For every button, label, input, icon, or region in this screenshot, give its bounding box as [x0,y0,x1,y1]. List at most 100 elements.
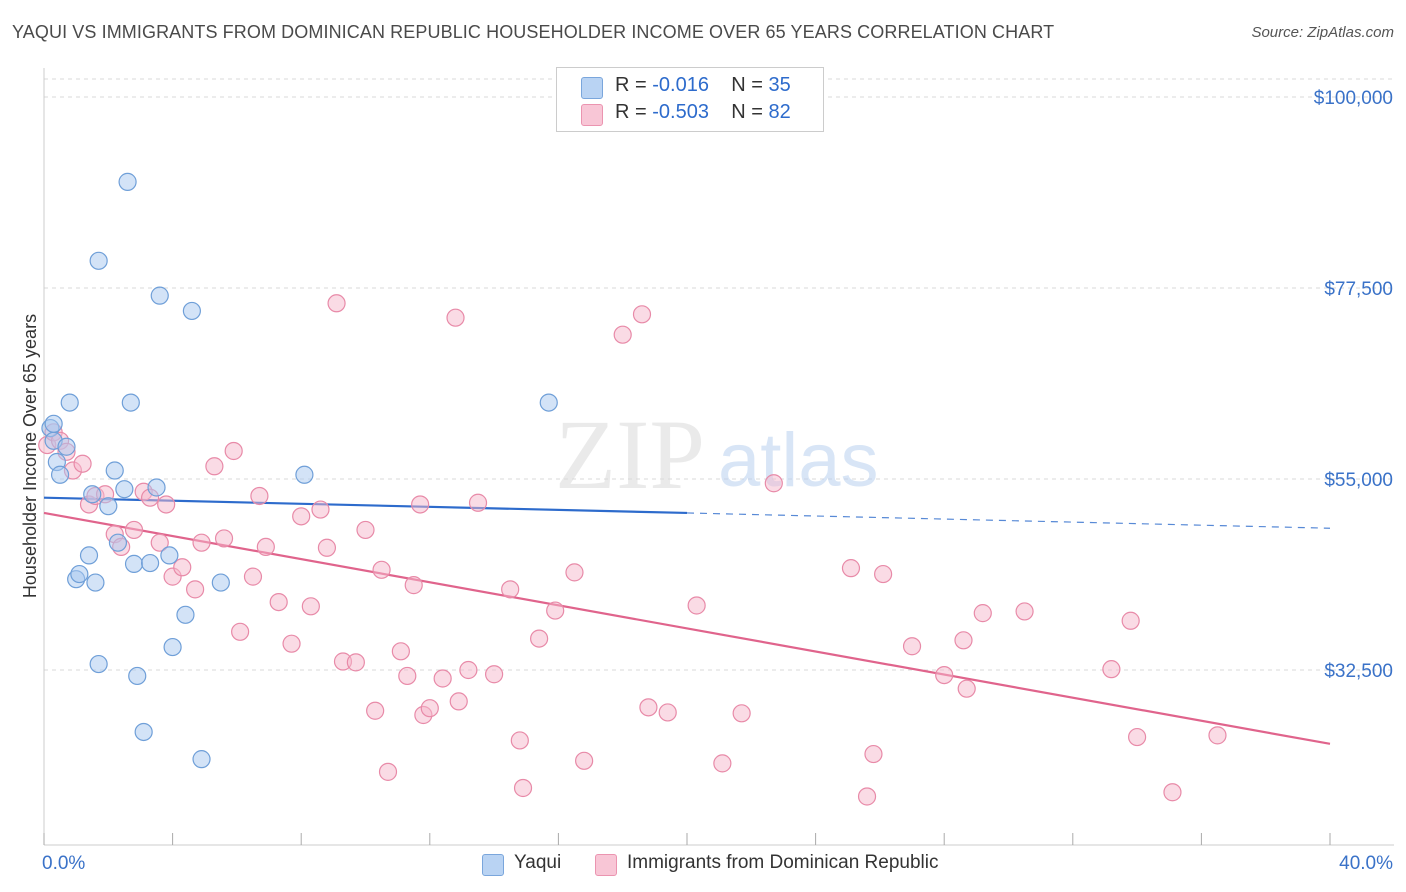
dominican-point [224,441,243,461]
dominican-point [372,560,391,579]
yaqui-point [50,465,70,484]
dominican-point [404,576,423,595]
bottom-legend-label-yaqui: Yaqui [514,852,562,873]
dominican-point [639,698,658,717]
watermark: ZIP atlas [555,399,879,510]
dominican-point [957,679,976,698]
yaqui-point [89,251,108,270]
bottom-legend-label-dominican: Immigrants from Dominican Republic [627,852,939,873]
yaqui-point [211,573,230,592]
legend-r-label: R = [615,74,653,96]
yaqui-point [60,393,79,412]
dominican-point [530,629,549,648]
yaqui-point [121,393,140,412]
bottom-legend-swatch-yaqui [482,854,504,876]
dominican-point [327,294,346,313]
dominican-point [446,308,465,327]
yaqui-point [118,172,137,191]
dominican-point [1127,727,1147,747]
yaqui-point [160,546,179,565]
yaqui-point [539,393,558,412]
dominican-point [205,457,224,476]
dominican-point [256,537,275,557]
dominican-point [186,580,205,599]
legend-n-value: 35 [768,74,791,96]
dominican-point [243,567,263,586]
dominican-point [411,495,430,514]
x-tick-label: 0.0% [42,853,85,874]
dominican-point [269,592,288,612]
dominican-point [546,601,565,620]
yaqui-point [57,437,76,456]
dominican-point [687,596,706,615]
yaqui-point [163,637,182,657]
dominican-point [713,754,732,773]
yaqui-point [128,666,147,686]
dominican-point [902,637,922,656]
dominican-point [575,751,594,770]
dominican-point [157,495,176,514]
dominican-point [150,533,169,552]
label-layer: $32,500 $55,000 $77,500 $100,000 0.0% 40.0% [42,88,1393,874]
yaqui-point [182,301,201,321]
dominican-point [658,703,677,722]
yaqui-point [140,553,160,573]
chart-source: Source: ZipAtlas.com [1251,24,1394,41]
dominican-point [192,533,211,552]
dominican-point [1208,726,1227,745]
dominican-point [565,563,584,582]
dominican-point [1015,602,1034,621]
dominican-point [398,666,417,686]
legend-r-label: R = [615,101,653,123]
legend-r-value: -0.503 [652,101,709,123]
y-tick-label: $55,000 [1324,470,1393,491]
dominican-point [282,634,301,653]
dominican-point [864,744,883,764]
watermark-atlas: atlas [718,418,879,503]
yaqui-point [83,485,102,504]
dominican-point [935,665,954,685]
legend-n-label: N = [731,74,769,96]
yaqui-point [79,546,99,565]
dominican-point [124,520,144,540]
yaqui-point [134,722,153,742]
yaqui-point [124,554,144,573]
dominican-point [214,529,234,548]
dominican-point [73,454,92,473]
bottom-legend-swatch-dominican [595,854,617,876]
x-tick-label: 40.0% [1339,853,1393,874]
dominican-point [954,631,973,650]
yaqui-point [89,654,108,674]
dominican-point [613,325,632,344]
dominican-point [1163,783,1182,802]
legend-swatch-yaqui [581,77,603,99]
correlation-legend: R = -0.016 N = 35 R = -0.503 N = 82 [556,67,824,132]
chart-title: YAQUI VS IMMIGRANTS FROM DOMINICAN REPUB… [12,22,1055,42]
yaqui-point [105,461,124,480]
watermark-zip: ZIP [555,399,705,510]
dominican-point [632,305,652,324]
yaqui-point [192,750,211,769]
dominican-point [841,559,861,578]
dominican-point [311,500,330,519]
legend-r-value: -0.016 [652,74,709,96]
yaqui-point [147,478,166,497]
yaqui-point [86,573,105,592]
yaqui-point [295,465,314,484]
legend-n-label: N = [731,101,769,123]
yaqui-point [176,605,195,624]
y-axis-title: Householder Income Over 65 years [20,314,40,598]
dominican-point [420,699,439,718]
yaqui-point [150,286,169,305]
legend-swatch-dominican [581,104,603,126]
dominican-point [250,486,269,506]
y-tick-label: $77,500 [1324,279,1393,300]
points-layer [38,172,1227,806]
yaqui-point [115,480,134,499]
dominican-point [317,538,337,557]
yaqui-point [44,414,63,433]
dominican-point [346,653,365,672]
dominican-point [510,731,529,750]
dominican-point [857,787,877,806]
